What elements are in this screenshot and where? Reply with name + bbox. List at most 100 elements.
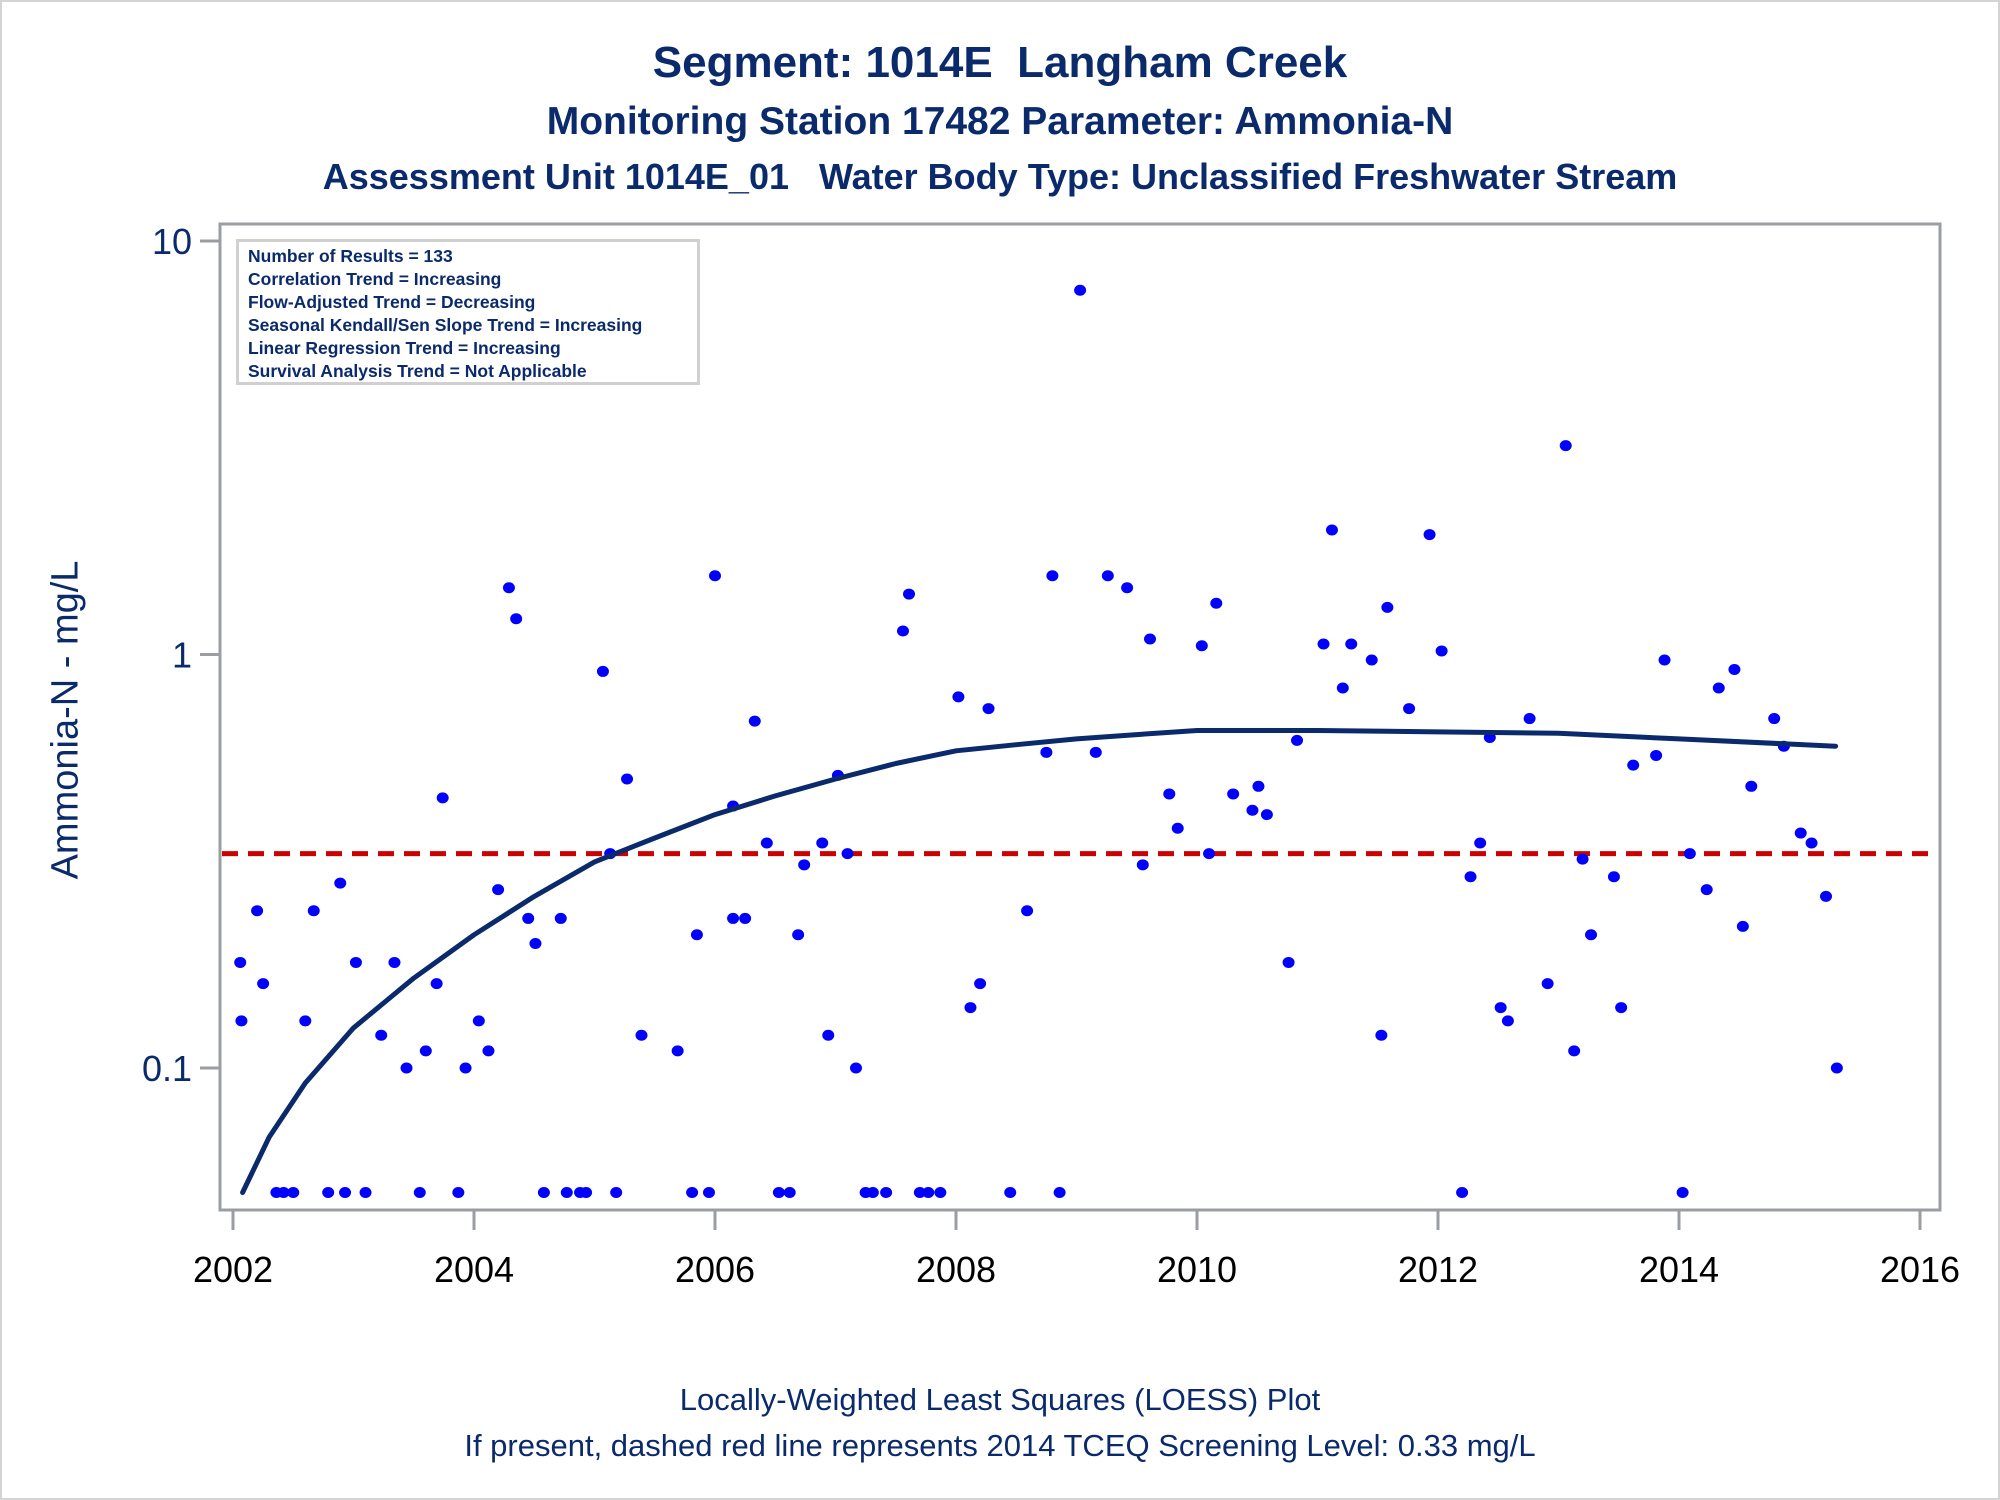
x-tick-label: 2016: [1880, 1249, 1960, 1290]
data-point: [560, 1186, 573, 1198]
legend-line-results: Number of Results = 133: [248, 246, 453, 266]
data-point: [1700, 884, 1713, 896]
data-point: [1203, 848, 1216, 860]
y-tick-label: 0.1: [142, 1048, 192, 1089]
data-point: [472, 1015, 485, 1027]
data-point: [1291, 734, 1304, 746]
data-point: [739, 912, 752, 924]
data-point: [251, 905, 264, 917]
data-point: [322, 1186, 335, 1198]
footnote-loess: Locally-Weighted Least Squares (LOESS) P…: [679, 1382, 1321, 1417]
data-point: [1658, 654, 1671, 666]
data-point: [748, 715, 761, 727]
data-point: [1650, 749, 1663, 761]
data-point: [1456, 1186, 1469, 1198]
data-point: [1615, 1002, 1628, 1014]
data-point: [1805, 837, 1818, 849]
data-point: [783, 1186, 796, 1198]
data-point: [1246, 804, 1259, 816]
y-tick-label: 1: [172, 635, 192, 676]
data-point: [816, 837, 829, 849]
data-point: [1021, 905, 1034, 917]
data-point: [798, 859, 811, 871]
data-point: [822, 1029, 835, 1041]
x-tick-label: 2006: [675, 1249, 755, 1290]
data-point: [1501, 1015, 1514, 1027]
data-point: [375, 1029, 388, 1041]
data-point: [1252, 780, 1265, 792]
data-point: [502, 582, 515, 594]
data-point: [299, 1015, 312, 1027]
data-point: [1040, 746, 1053, 758]
data-point: [1627, 759, 1640, 771]
data-point: [974, 978, 987, 990]
data-point: [934, 1186, 947, 1198]
data-point: [492, 884, 505, 896]
legend-line-seasonal-kendall: Seasonal Kendall/Sen Slope Trend = Incre…: [248, 315, 643, 335]
loess-curve: [240, 728, 1839, 1195]
data-point: [1576, 853, 1589, 865]
data-point: [1494, 1002, 1507, 1014]
data-point: [1089, 746, 1102, 758]
data-point: [1568, 1045, 1581, 1057]
data-point: [903, 588, 916, 600]
data-point: [287, 1186, 300, 1198]
data-point: [1195, 640, 1208, 652]
data-point: [388, 956, 401, 968]
legend-line-flow-adjusted: Flow-Adjusted Trend = Decreasing: [248, 292, 536, 312]
data-point: [1317, 638, 1330, 650]
data-point: [554, 912, 567, 924]
footnote-screening-level: If present, dashed red line represents 2…: [464, 1428, 1536, 1463]
data-point: [1585, 929, 1598, 941]
data-point: [529, 938, 542, 950]
data-point: [1227, 788, 1240, 800]
data-point: [1210, 597, 1223, 609]
data-point: [482, 1045, 495, 1057]
data-point: [359, 1186, 372, 1198]
data-point: [1101, 570, 1114, 582]
data-point: [610, 1186, 623, 1198]
data-point: [1053, 1186, 1066, 1198]
data-point: [1260, 809, 1273, 821]
y-tick-label: 10: [152, 221, 192, 262]
data-point: [307, 905, 320, 917]
data-point: [1745, 780, 1758, 792]
data-point: [760, 837, 773, 849]
data-point: [1336, 682, 1349, 694]
data-point: [1375, 1029, 1388, 1041]
data-point: [621, 773, 634, 785]
data-point: [964, 1002, 977, 1014]
chart-title: Segment: 1014E Langham Creek: [652, 38, 1348, 87]
data-point: [400, 1062, 413, 1074]
data-point: [686, 1186, 699, 1198]
data-point: [430, 978, 443, 990]
data-point: [1559, 440, 1572, 452]
data-point: [1163, 788, 1176, 800]
data-point: [866, 1186, 879, 1198]
data-point: [896, 625, 909, 637]
data-point: [522, 912, 535, 924]
legend-line-survival: Survival Analysis Trend = Not Applicable: [248, 361, 587, 381]
data-point: [1144, 633, 1157, 645]
data-point: [1523, 713, 1536, 725]
chart-subtitle-assessment: Assessment Unit 1014E_01 Water Body Type…: [322, 156, 1678, 197]
data-point: [702, 1186, 715, 1198]
data-point: [952, 691, 965, 703]
data-point: [419, 1045, 432, 1057]
data-point: [709, 570, 721, 582]
data-point: [1435, 645, 1448, 657]
chart-subtitle-station: Monitoring Station 17482 Parameter: Ammo…: [546, 100, 1454, 143]
x-tick-label: 2008: [916, 1249, 996, 1290]
data-point: [1768, 713, 1781, 725]
x-tick-label: 2012: [1398, 1249, 1478, 1290]
data-point: [1474, 837, 1487, 849]
data-point: [1365, 654, 1378, 666]
data-point: [1403, 703, 1416, 715]
x-tick-label: 2010: [1157, 1249, 1237, 1290]
data-point: [334, 877, 347, 889]
data-point: [235, 1015, 248, 1027]
data-point: [277, 1186, 290, 1198]
data-point: [849, 1062, 862, 1074]
data-point: [1820, 890, 1833, 902]
